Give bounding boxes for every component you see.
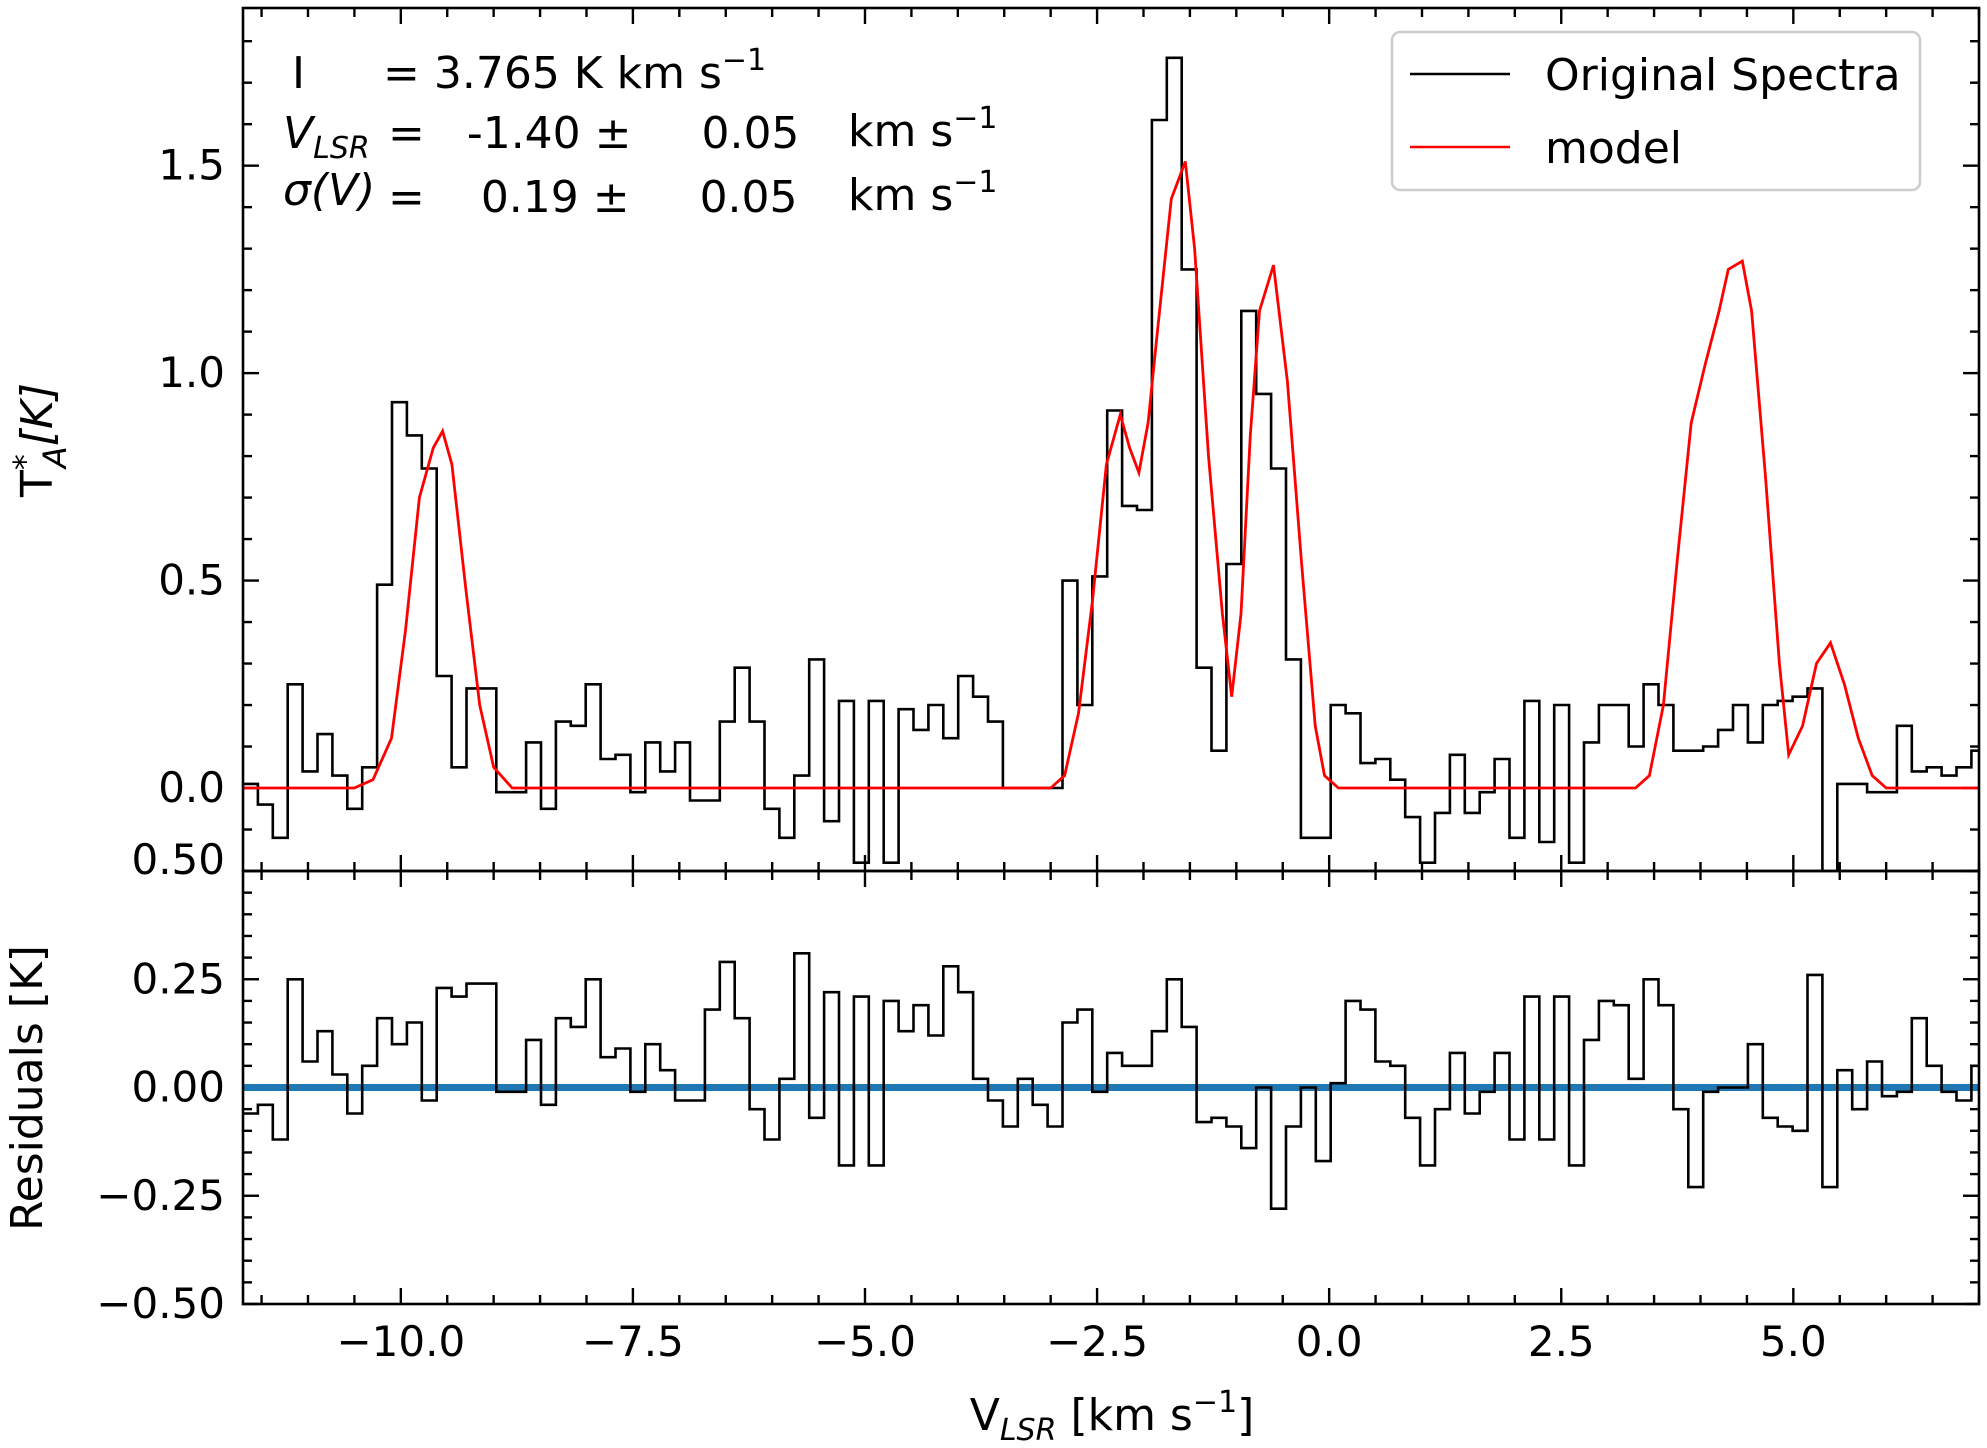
top-ytick-labels: 0.0 0.5 1.0 1.5 0.50 xyxy=(131,141,225,884)
sigma-label: σ(V) xyxy=(283,165,375,216)
xlabel-exp: −1 xyxy=(1193,1385,1237,1420)
bottom-ytick-label: −0.25 xyxy=(96,1171,225,1220)
top-ytick-label: 1.5 xyxy=(158,141,225,190)
bottom-ytick-label: −0.50 xyxy=(96,1279,225,1328)
integral-exp: −1 xyxy=(722,43,766,78)
vlsr-symbol: V xyxy=(283,108,316,159)
top-ytick-label: 0.0 xyxy=(158,763,225,812)
xtick-label: 2.5 xyxy=(1528,1317,1595,1366)
xlabel-sub: LSR xyxy=(1000,1413,1057,1448)
vlsr-unit-text: km s xyxy=(848,106,953,157)
legend: Original Spectra model xyxy=(1390,30,1922,192)
integral-value: = 3.765 K km s−1 xyxy=(383,43,766,99)
sigma-unit: km s−1 xyxy=(848,165,998,221)
xlabel-close: ] xyxy=(1237,1390,1254,1441)
residuals-line xyxy=(243,952,1979,1210)
bottom-ytick-label: 0.00 xyxy=(131,1063,225,1112)
top-panel: 0.0 0.5 1.0 1.5 0.50 T*A[K] I = 3.765 K km s… xyxy=(6,6,1981,884)
top-ytick-label: 0.50 xyxy=(131,835,225,884)
model-line xyxy=(243,161,1979,790)
bottom-panel: −0.50 −0.25 0.00 0.25 −10.0 −7.5 −5.0 −2.5 0.0 2… xyxy=(2,869,1981,1448)
xtick-label: −7.5 xyxy=(582,1317,684,1366)
vlsr-label: VLSR xyxy=(283,108,370,166)
integral-text: = 3.765 K km s xyxy=(383,48,722,99)
xlabel-base: V xyxy=(970,1390,1000,1441)
bottom-ytick-label: 0.25 xyxy=(131,954,225,1003)
bottom-panel-frame xyxy=(241,869,1981,1306)
xlabel-rest: [km s xyxy=(1056,1390,1192,1441)
vlsr-value: = -1.40 ± 0.05 xyxy=(388,108,799,159)
bottom-ylabel: Residuals [K] xyxy=(2,945,53,1231)
top-ylabel: T*A[K] xyxy=(6,383,74,498)
xtick-label: 0.0 xyxy=(1296,1317,1363,1366)
legend-model-label: model xyxy=(1545,123,1682,174)
vlsr-sub: LSR xyxy=(313,131,370,166)
legend-original-label: Original Spectra xyxy=(1545,50,1901,101)
bottom-xtick-labels: −10.0 −7.5 −5.0 −2.5 0.0 2.5 5.0 xyxy=(336,1317,1826,1366)
xtick-label: −10.0 xyxy=(336,1317,465,1366)
top-ytick-label: 1.0 xyxy=(158,348,225,397)
sigma-unit-exp: −1 xyxy=(953,165,997,200)
legend-box xyxy=(1390,30,1922,192)
sigma-value: = 0.19 ± 0.05 xyxy=(388,172,798,223)
top-ytick-label: 0.5 xyxy=(158,556,225,605)
xtick-label: 5.0 xyxy=(1760,1317,1827,1366)
xtick-label: −2.5 xyxy=(1046,1317,1148,1366)
bottom-ytick-labels: −0.50 −0.25 0.00 0.25 xyxy=(96,954,225,1328)
vlsr-unit: km s−1 xyxy=(848,101,998,157)
xlabel: VLSR [km s−1] xyxy=(970,1385,1255,1448)
sigma-unit-text: km s xyxy=(848,170,953,221)
xtick-label: −5.0 xyxy=(814,1317,916,1366)
fit-annotations: I = 3.765 K km s−1 VLSR = -1.40 ± 0.05 k… xyxy=(283,43,998,223)
vlsr-unit-exp: −1 xyxy=(953,101,997,136)
original-spectrum-line xyxy=(243,56,1979,871)
integral-symbol: I xyxy=(292,48,305,99)
